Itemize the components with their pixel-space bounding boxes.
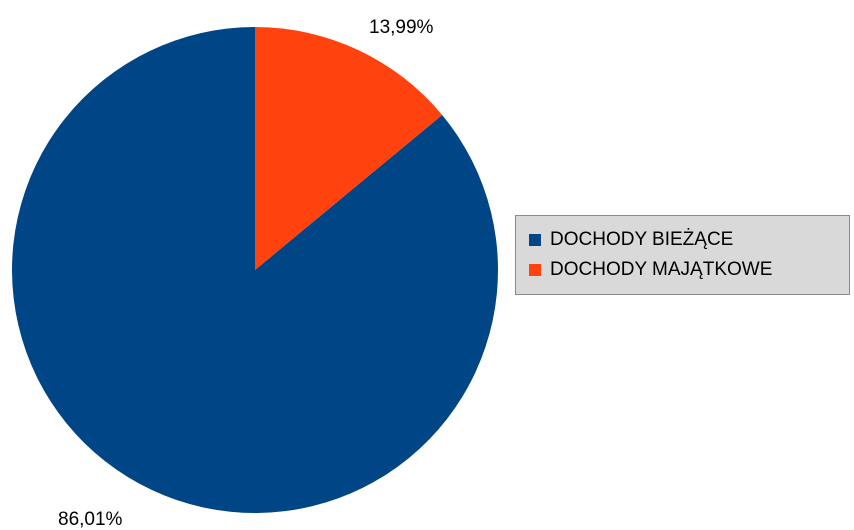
pie-slice-dochody-biezace: [11, 27, 499, 514]
legend-item-dochody-majatkowe: DOCHODY MAJĄTKOWE: [529, 259, 773, 280]
data-label-dochody-majatkowe: 13,99%: [369, 17, 434, 38]
legend-swatch-dochody-majatkowe: [529, 264, 541, 276]
legend-item-dochody-biezace: DOCHODY BIEŻĄCE: [529, 229, 734, 250]
data-label-dochody-biezace: 86,01%: [58, 509, 123, 530]
legend-swatch-dochody-biezace: [529, 234, 541, 246]
legend-label-dochody-majatkowe: DOCHODY MAJĄTKOWE: [550, 259, 773, 280]
legend-label-dochody-biezace: DOCHODY BIEŻĄCE: [550, 229, 734, 250]
pie-slice-dochody-majatkowe: [255, 27, 443, 270]
chart-legend: DOCHODY BIEŻĄCE DOCHODY MAJĄTKOWE: [515, 215, 850, 295]
